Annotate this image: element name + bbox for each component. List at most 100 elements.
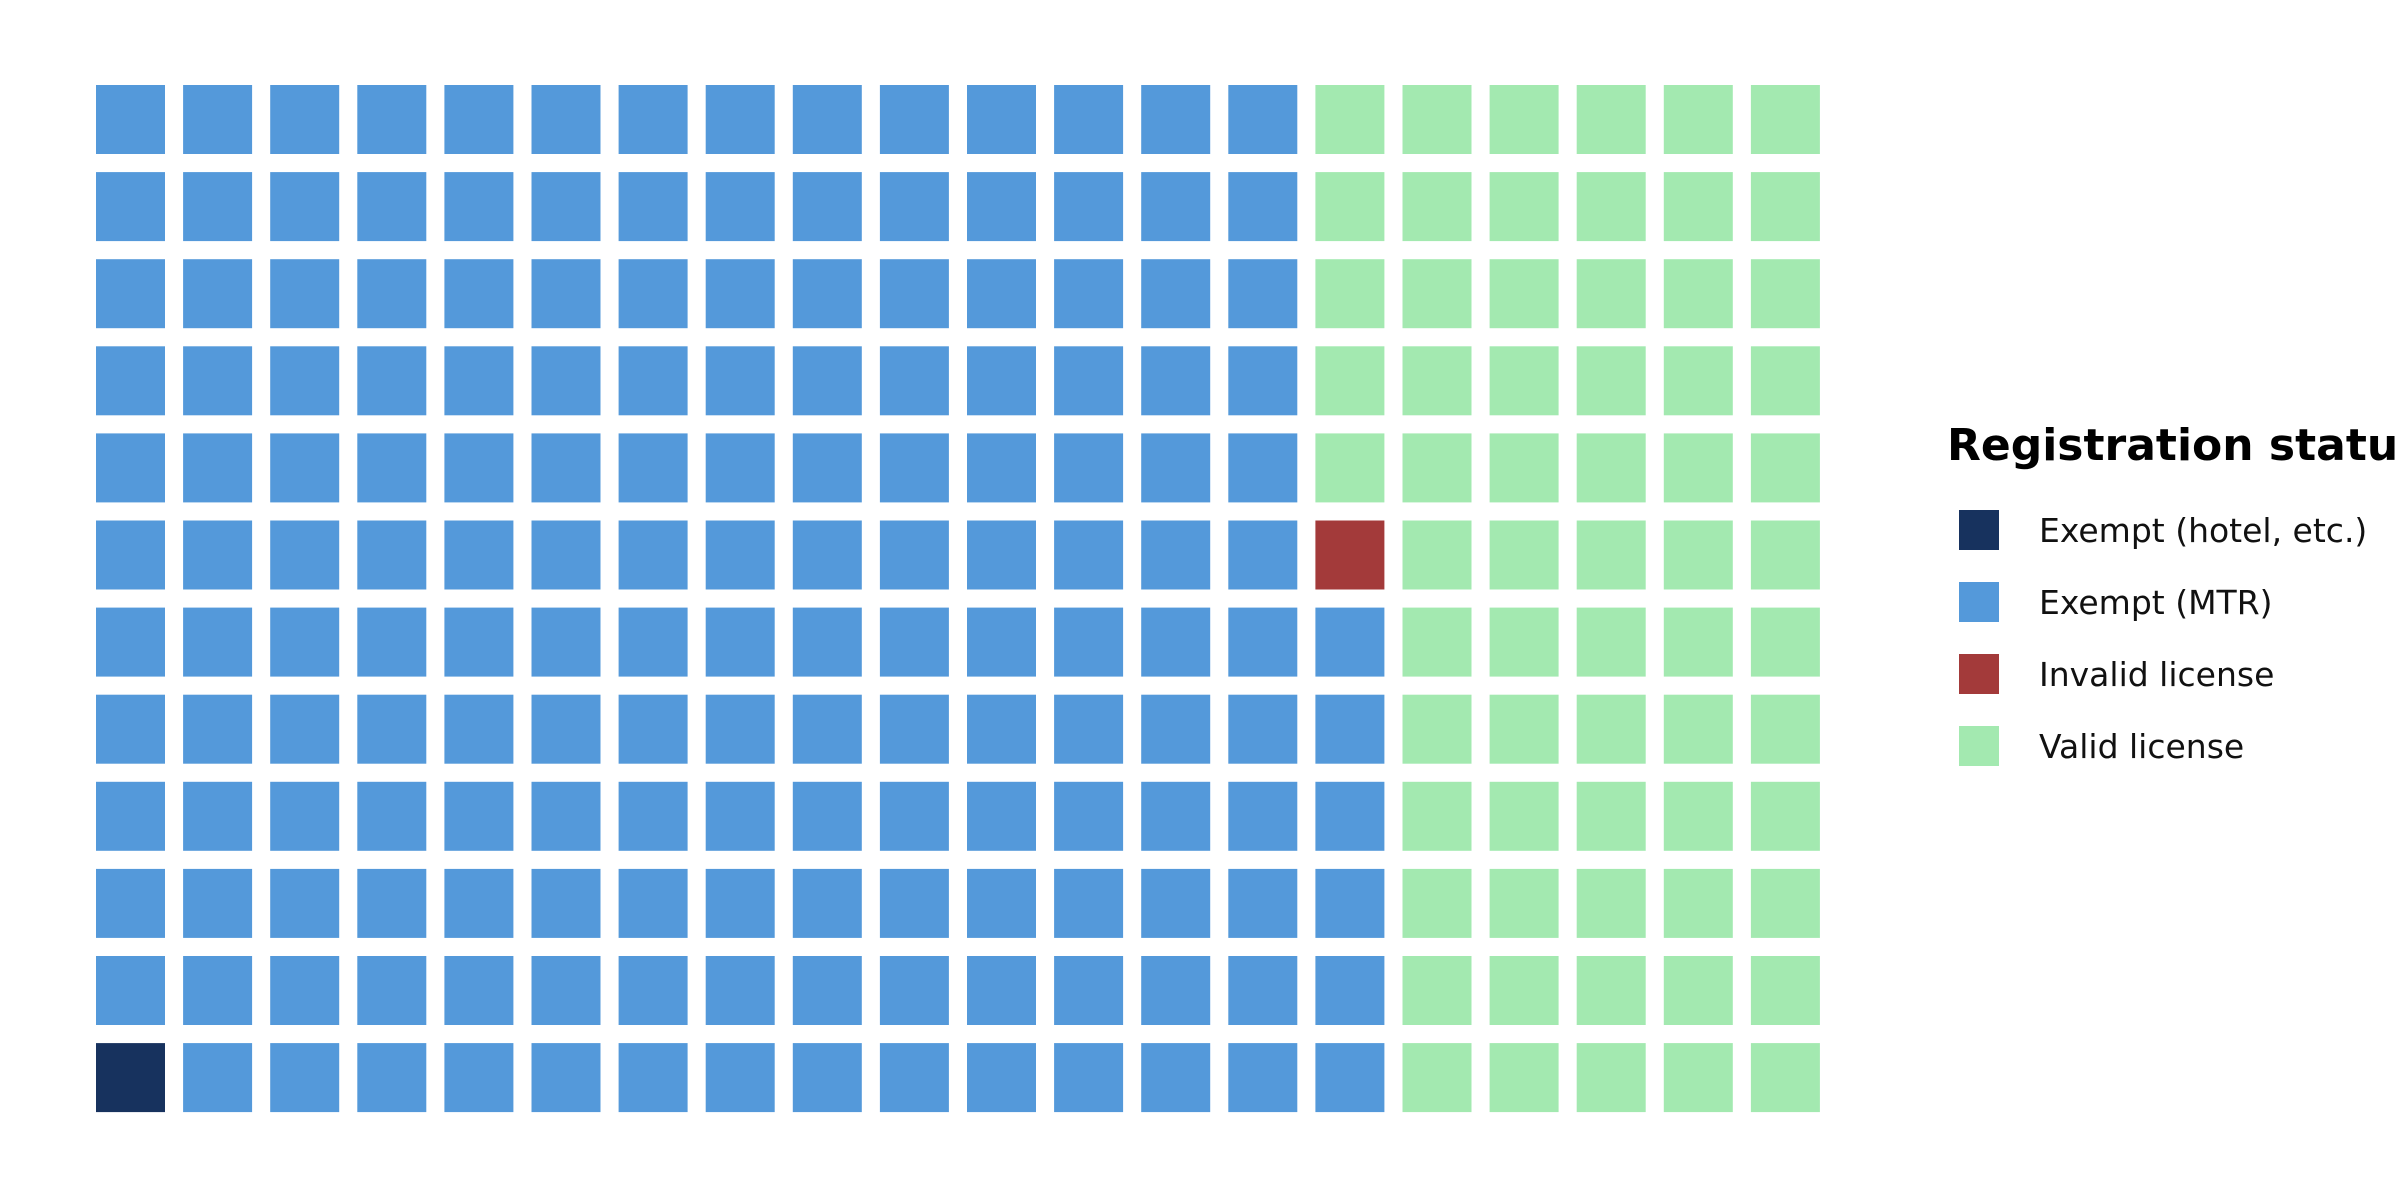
waffle-square-exempt-mtr — [879, 956, 949, 1025]
waffle-square-valid — [1489, 85, 1559, 154]
waffle-square-exempt-mtr — [357, 781, 427, 851]
waffle-square-valid — [1402, 259, 1472, 329]
waffle-square-exempt-mtr — [618, 172, 688, 242]
waffle-square-exempt-mtr — [879, 433, 949, 503]
waffle-square-exempt-mtr — [1141, 172, 1211, 242]
legend-title: Registration status — [1947, 420, 2400, 471]
waffle-square-valid — [1489, 172, 1559, 242]
waffle-square-exempt-mtr — [1141, 781, 1211, 851]
waffle-square-exempt-mtr — [705, 346, 775, 416]
waffle-square-exempt-mtr — [618, 85, 688, 154]
waffle-square-exempt-mtr — [967, 781, 1036, 851]
waffle-square-valid — [1750, 956, 1820, 1025]
waffle-square-valid — [1489, 694, 1559, 764]
waffle-square-valid — [1663, 259, 1733, 329]
waffle-square-exempt-mtr — [531, 85, 601, 154]
waffle-square-exempt-mtr — [705, 520, 775, 590]
waffle-square-exempt-mtr — [618, 868, 688, 938]
waffle-square-exempt-mtr — [183, 85, 253, 154]
waffle-square-exempt-mtr — [1315, 956, 1385, 1025]
waffle-square-exempt-mtr — [705, 956, 775, 1025]
waffle-square-valid — [1663, 607, 1733, 677]
waffle-square-exempt-mtr — [792, 85, 862, 154]
waffle-square-exempt-hotel — [96, 1043, 165, 1113]
waffle-square-exempt-mtr — [1054, 433, 1124, 503]
waffle-square-exempt-mtr — [705, 433, 775, 503]
waffle-square-exempt-mtr — [1315, 868, 1385, 938]
waffle-square-exempt-mtr — [1141, 259, 1211, 329]
waffle-square-exempt-mtr — [1228, 433, 1298, 503]
waffle-square-exempt-mtr — [1054, 85, 1124, 154]
waffle-square-exempt-mtr — [183, 956, 253, 1025]
waffle-square-valid — [1750, 520, 1820, 590]
waffle-square-exempt-mtr — [618, 1043, 688, 1113]
waffle-square-exempt-mtr — [1228, 1043, 1298, 1113]
waffle-square-valid — [1750, 694, 1820, 764]
waffle-square-exempt-mtr — [96, 346, 165, 416]
waffle-square-exempt-mtr — [967, 607, 1036, 677]
waffle-square-exempt-mtr — [96, 433, 165, 503]
waffle-square-exempt-mtr — [618, 520, 688, 590]
waffle-square-valid — [1663, 520, 1733, 590]
waffle-square-exempt-mtr — [96, 956, 165, 1025]
waffle-square-exempt-mtr — [618, 694, 688, 764]
waffle-square-exempt-mtr — [967, 694, 1036, 764]
waffle-square-exempt-mtr — [531, 956, 601, 1025]
waffle-square-valid — [1663, 433, 1733, 503]
waffle-square-exempt-mtr — [1141, 1043, 1211, 1113]
waffle-square-exempt-mtr — [270, 172, 340, 242]
waffle-square-valid — [1750, 1043, 1820, 1113]
waffle-square-exempt-mtr — [792, 259, 862, 329]
legend-swatch-exempt-hotel — [1959, 510, 1999, 550]
waffle-square-exempt-mtr — [1141, 607, 1211, 677]
waffle-square-exempt-mtr — [792, 346, 862, 416]
waffle-square-valid — [1402, 520, 1472, 590]
waffle-square-valid — [1576, 607, 1646, 677]
waffle-square-exempt-mtr — [444, 433, 514, 503]
waffle-square-valid — [1576, 259, 1646, 329]
waffle-square-exempt-mtr — [444, 607, 514, 677]
waffle-square-exempt-mtr — [1315, 1043, 1385, 1113]
waffle-square-valid — [1315, 85, 1385, 154]
waffle-square-exempt-mtr — [270, 346, 340, 416]
waffle-square-exempt-mtr — [1054, 172, 1124, 242]
waffle-square-exempt-mtr — [270, 85, 340, 154]
waffle-square-valid — [1750, 85, 1820, 154]
waffle-square-exempt-mtr — [705, 85, 775, 154]
waffle-square-valid — [1750, 781, 1820, 851]
waffle-square-exempt-mtr — [183, 433, 253, 503]
waffle-square-exempt-mtr — [357, 520, 427, 590]
waffle-square-valid — [1402, 346, 1472, 416]
waffle-square-valid — [1576, 781, 1646, 851]
waffle-square-exempt-mtr — [879, 781, 949, 851]
waffle-square-exempt-mtr — [270, 781, 340, 851]
waffle-square-valid — [1663, 868, 1733, 938]
legend: Registration status Exempt (hotel, etc.)… — [1947, 418, 2400, 782]
waffle-square-exempt-mtr — [183, 607, 253, 677]
waffle-square-exempt-mtr — [1054, 956, 1124, 1025]
waffle-square-exempt-mtr — [1054, 520, 1124, 590]
waffle-square-valid — [1576, 172, 1646, 242]
waffle-square-exempt-mtr — [270, 1043, 340, 1113]
waffle-square-exempt-mtr — [705, 868, 775, 938]
waffle-square-exempt-mtr — [879, 346, 949, 416]
waffle-square-valid — [1402, 607, 1472, 677]
waffle-square-exempt-mtr — [1315, 694, 1385, 764]
waffle-square-exempt-mtr — [879, 85, 949, 154]
waffle-square-exempt-mtr — [357, 259, 427, 329]
waffle-square-exempt-mtr — [531, 172, 601, 242]
waffle-square-exempt-mtr — [879, 172, 949, 242]
legend-item-exempt-mtr: Exempt (MTR) — [1947, 566, 2387, 638]
waffle-square-exempt-mtr — [183, 694, 253, 764]
waffle-square-valid — [1576, 433, 1646, 503]
waffle-square-exempt-mtr — [444, 956, 514, 1025]
waffle-square-exempt-mtr — [1228, 259, 1298, 329]
waffle-square-exempt-mtr — [967, 346, 1036, 416]
waffle-square-valid — [1489, 259, 1559, 329]
waffle-square-exempt-mtr — [705, 1043, 775, 1113]
waffle-square-exempt-mtr — [1315, 781, 1385, 851]
waffle-square-valid — [1576, 694, 1646, 764]
waffle-square-exempt-mtr — [531, 259, 601, 329]
legend-label-exempt-mtr: Exempt (MTR) — [2039, 582, 2273, 622]
waffle-square-exempt-mtr — [1228, 346, 1298, 416]
